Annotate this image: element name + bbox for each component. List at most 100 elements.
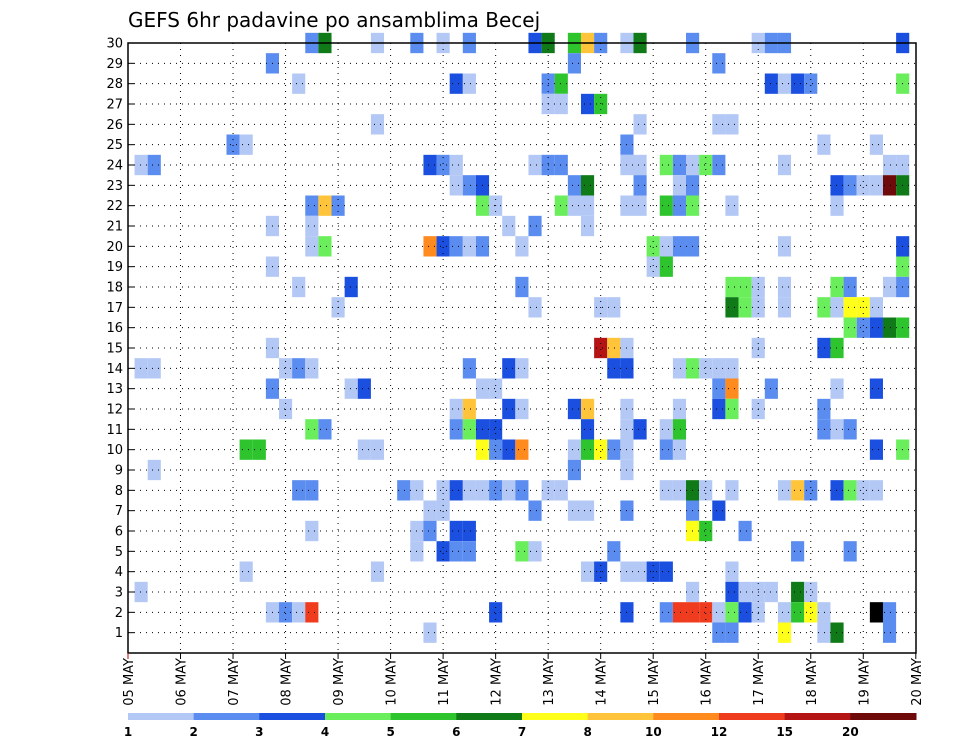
heatmap-cell xyxy=(344,276,358,298)
heatmap-cell xyxy=(725,276,739,298)
heatmap-cell xyxy=(554,195,568,216)
heatmap-cell xyxy=(633,154,647,176)
x-tick-label: 09 MAY xyxy=(332,658,347,706)
heatmap-cell xyxy=(869,175,883,196)
heatmap-cell xyxy=(712,622,726,643)
heatmap-cell xyxy=(725,581,739,603)
heatmap-cell xyxy=(279,358,293,379)
heatmap-cell xyxy=(882,602,897,623)
heatmap-cell xyxy=(607,337,621,359)
heatmap-cell xyxy=(567,439,581,460)
heatmap-cell xyxy=(764,378,778,399)
heatmap-cell xyxy=(777,297,792,318)
heatmap-cell xyxy=(502,480,516,501)
heatmap-cell xyxy=(633,419,647,440)
heatmap-cell xyxy=(725,114,739,135)
heatmap-cell xyxy=(817,297,831,318)
heatmap-cell xyxy=(502,398,516,420)
heatmap-cell xyxy=(843,297,857,318)
heatmap-cell xyxy=(515,541,529,562)
x-axis: 05 MAY 06 MAY 07 MAY 08 MAY 09 MAY 10 MAY 11 M… xyxy=(122,653,925,706)
heatmap-cell xyxy=(489,439,503,460)
heatmap-cell xyxy=(370,439,385,460)
heatmap-cell xyxy=(580,439,595,460)
heatmap-cell xyxy=(594,439,608,460)
heatmap-cell xyxy=(567,175,581,196)
heatmap-cell xyxy=(449,419,463,440)
heatmap-cell xyxy=(672,175,687,196)
heatmap-cell xyxy=(672,439,687,460)
y-tick-label: 23 xyxy=(106,179,123,194)
heatmap-cell xyxy=(252,439,266,460)
heatmap-cell xyxy=(226,134,240,155)
y-tick-label: 25 xyxy=(106,138,123,153)
heatmap-cell xyxy=(830,276,844,298)
heatmap-cell xyxy=(764,73,778,94)
heatmap-cell xyxy=(318,236,332,257)
heatmap-cell xyxy=(305,236,319,257)
heatmap-cell xyxy=(633,561,647,582)
heatmap-cell xyxy=(357,439,371,460)
heatmap-cell xyxy=(423,622,437,643)
heatmap-cell xyxy=(567,195,581,216)
heatmap-cell xyxy=(672,602,687,623)
y-tick-label: 5 xyxy=(115,545,123,560)
heatmap-cell xyxy=(791,541,805,562)
y-tick-label: 10 xyxy=(106,443,123,458)
y-tick-label: 11 xyxy=(106,423,123,438)
heatmap-cell xyxy=(659,419,673,440)
heatmap-cell xyxy=(462,520,476,542)
heatmap-cell xyxy=(856,175,870,196)
heatmap-cell xyxy=(764,581,778,603)
heatmap-cell xyxy=(869,602,883,623)
x-tick-label: 19 MAY xyxy=(857,658,872,706)
heatmap-cell xyxy=(580,398,595,420)
x-tick-label: 15 MAY xyxy=(647,658,662,706)
heatmap-cell xyxy=(515,236,529,257)
heatmap-cell xyxy=(292,602,306,623)
colorbar-swatch xyxy=(325,713,392,720)
heatmap-cell xyxy=(567,459,581,481)
heatmap-cell xyxy=(279,398,293,420)
colorbar-label: 20 xyxy=(842,725,859,739)
heatmap-cell xyxy=(515,358,529,379)
heatmap-cell xyxy=(580,561,595,582)
y-tick-label: 30 xyxy=(106,37,123,52)
heatmap-cell xyxy=(869,439,883,460)
heatmap-cell xyxy=(607,541,621,562)
heatmap-cell xyxy=(869,378,883,399)
heatmap-cell xyxy=(699,602,713,623)
heatmap-cell xyxy=(462,73,476,94)
heatmap-cell xyxy=(725,195,739,216)
heatmap-cell xyxy=(856,317,870,338)
heatmap-cell xyxy=(738,520,752,542)
heatmap-cell xyxy=(791,480,805,501)
heatmap-cell xyxy=(462,236,476,257)
y-tick-label: 2 xyxy=(115,606,123,621)
heatmap-cell xyxy=(423,236,437,257)
colorbar-label: 8 xyxy=(583,725,591,739)
colorbar-label: 15 xyxy=(776,725,793,739)
x-tick-label: 16 MAY xyxy=(700,658,715,706)
heatmap-cell xyxy=(777,602,792,623)
heatmap-cell xyxy=(436,480,450,501)
heatmap-cell xyxy=(423,154,437,176)
heatmap-cell xyxy=(882,175,897,196)
heatmap-cell xyxy=(554,154,568,176)
heatmap-cell xyxy=(239,439,253,460)
heatmap-cell xyxy=(817,419,831,440)
heatmap-cell xyxy=(712,358,726,379)
heatmap-cell xyxy=(843,480,857,501)
colorbar-label: 12 xyxy=(711,725,728,739)
heatmap-cell xyxy=(882,276,897,298)
y-tick-label: 3 xyxy=(115,586,123,601)
heatmap-cell xyxy=(515,276,529,298)
heatmap-cell xyxy=(830,337,844,359)
colorbar-label: 2 xyxy=(189,725,197,739)
heatmap-cell xyxy=(515,480,529,501)
heatmap-cell xyxy=(305,358,319,379)
heatmap-cell xyxy=(725,297,739,318)
heatmap-cell xyxy=(659,602,673,623)
heatmap-cell xyxy=(882,154,897,176)
heatmap-cell xyxy=(817,398,831,420)
